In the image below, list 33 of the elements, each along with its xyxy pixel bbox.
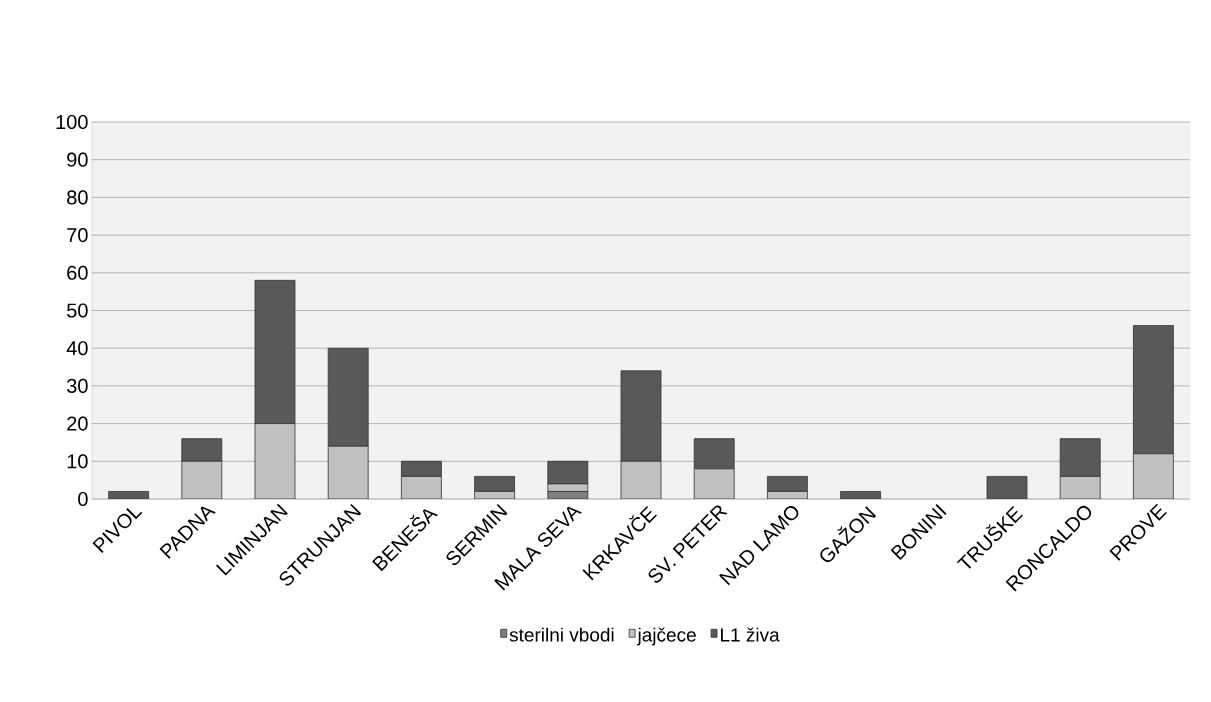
y-tick-label: 60 bbox=[67, 265, 88, 280]
bar bbox=[693, 468, 735, 499]
y-tick-label: 70 bbox=[67, 228, 88, 243]
bar bbox=[1059, 438, 1101, 477]
y-tick-label: 30 bbox=[66, 378, 88, 393]
y-tick-label: 90 bbox=[67, 152, 88, 167]
y-tick-label: 100 bbox=[56, 114, 88, 130]
y-tick-label: 50 bbox=[67, 303, 88, 318]
bar bbox=[620, 460, 662, 499]
bar bbox=[181, 460, 223, 499]
legend-label: sterilni vbodi bbox=[509, 627, 614, 642]
bar bbox=[401, 475, 442, 499]
y-tick-label: 0 bbox=[78, 491, 88, 507]
bar bbox=[1133, 453, 1174, 499]
y-tick-label: 40 bbox=[66, 341, 88, 356]
y-tick-label: 20 bbox=[67, 416, 88, 431]
bar bbox=[767, 475, 808, 492]
legend-label: jajčece bbox=[637, 627, 696, 646]
bar bbox=[254, 423, 296, 499]
bar bbox=[327, 445, 369, 499]
bar bbox=[181, 438, 223, 462]
bar bbox=[1059, 475, 1101, 499]
legend-label: L1 živa bbox=[721, 627, 780, 642]
y-tick-label: 10 bbox=[67, 454, 88, 469]
y-tick-label: 80 bbox=[67, 190, 88, 205]
bar bbox=[547, 460, 589, 485]
bar bbox=[1133, 325, 1174, 455]
bar bbox=[401, 460, 442, 477]
bar bbox=[693, 438, 735, 470]
bar bbox=[620, 370, 662, 462]
bar bbox=[254, 279, 296, 424]
bar bbox=[327, 347, 369, 447]
bar bbox=[474, 475, 515, 492]
